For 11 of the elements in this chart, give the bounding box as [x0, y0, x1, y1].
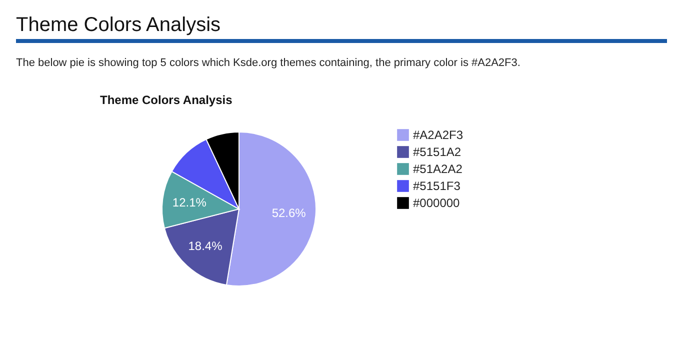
legend-label: #5151F3 [413, 179, 461, 193]
legend-label: #51A2A2 [413, 162, 463, 176]
data-label: 12.1% [172, 196, 207, 210]
chart-subtitle: The below pie is showing top 5 colors which Ksde.org themes containing, the primary color is #A2A2F3. [16, 57, 520, 69]
chart-title: Theme Colors Analysis [16, 14, 667, 43]
data-label: 18.4% [188, 238, 223, 253]
legend-label: #A2A2F3 [413, 128, 464, 142]
text: Theme Colors Analysis [100, 93, 233, 107]
data-label: 52.6% [272, 206, 306, 220]
legend-label: #5151A2 [413, 145, 462, 159]
legend-label: #000000 [413, 196, 460, 210]
